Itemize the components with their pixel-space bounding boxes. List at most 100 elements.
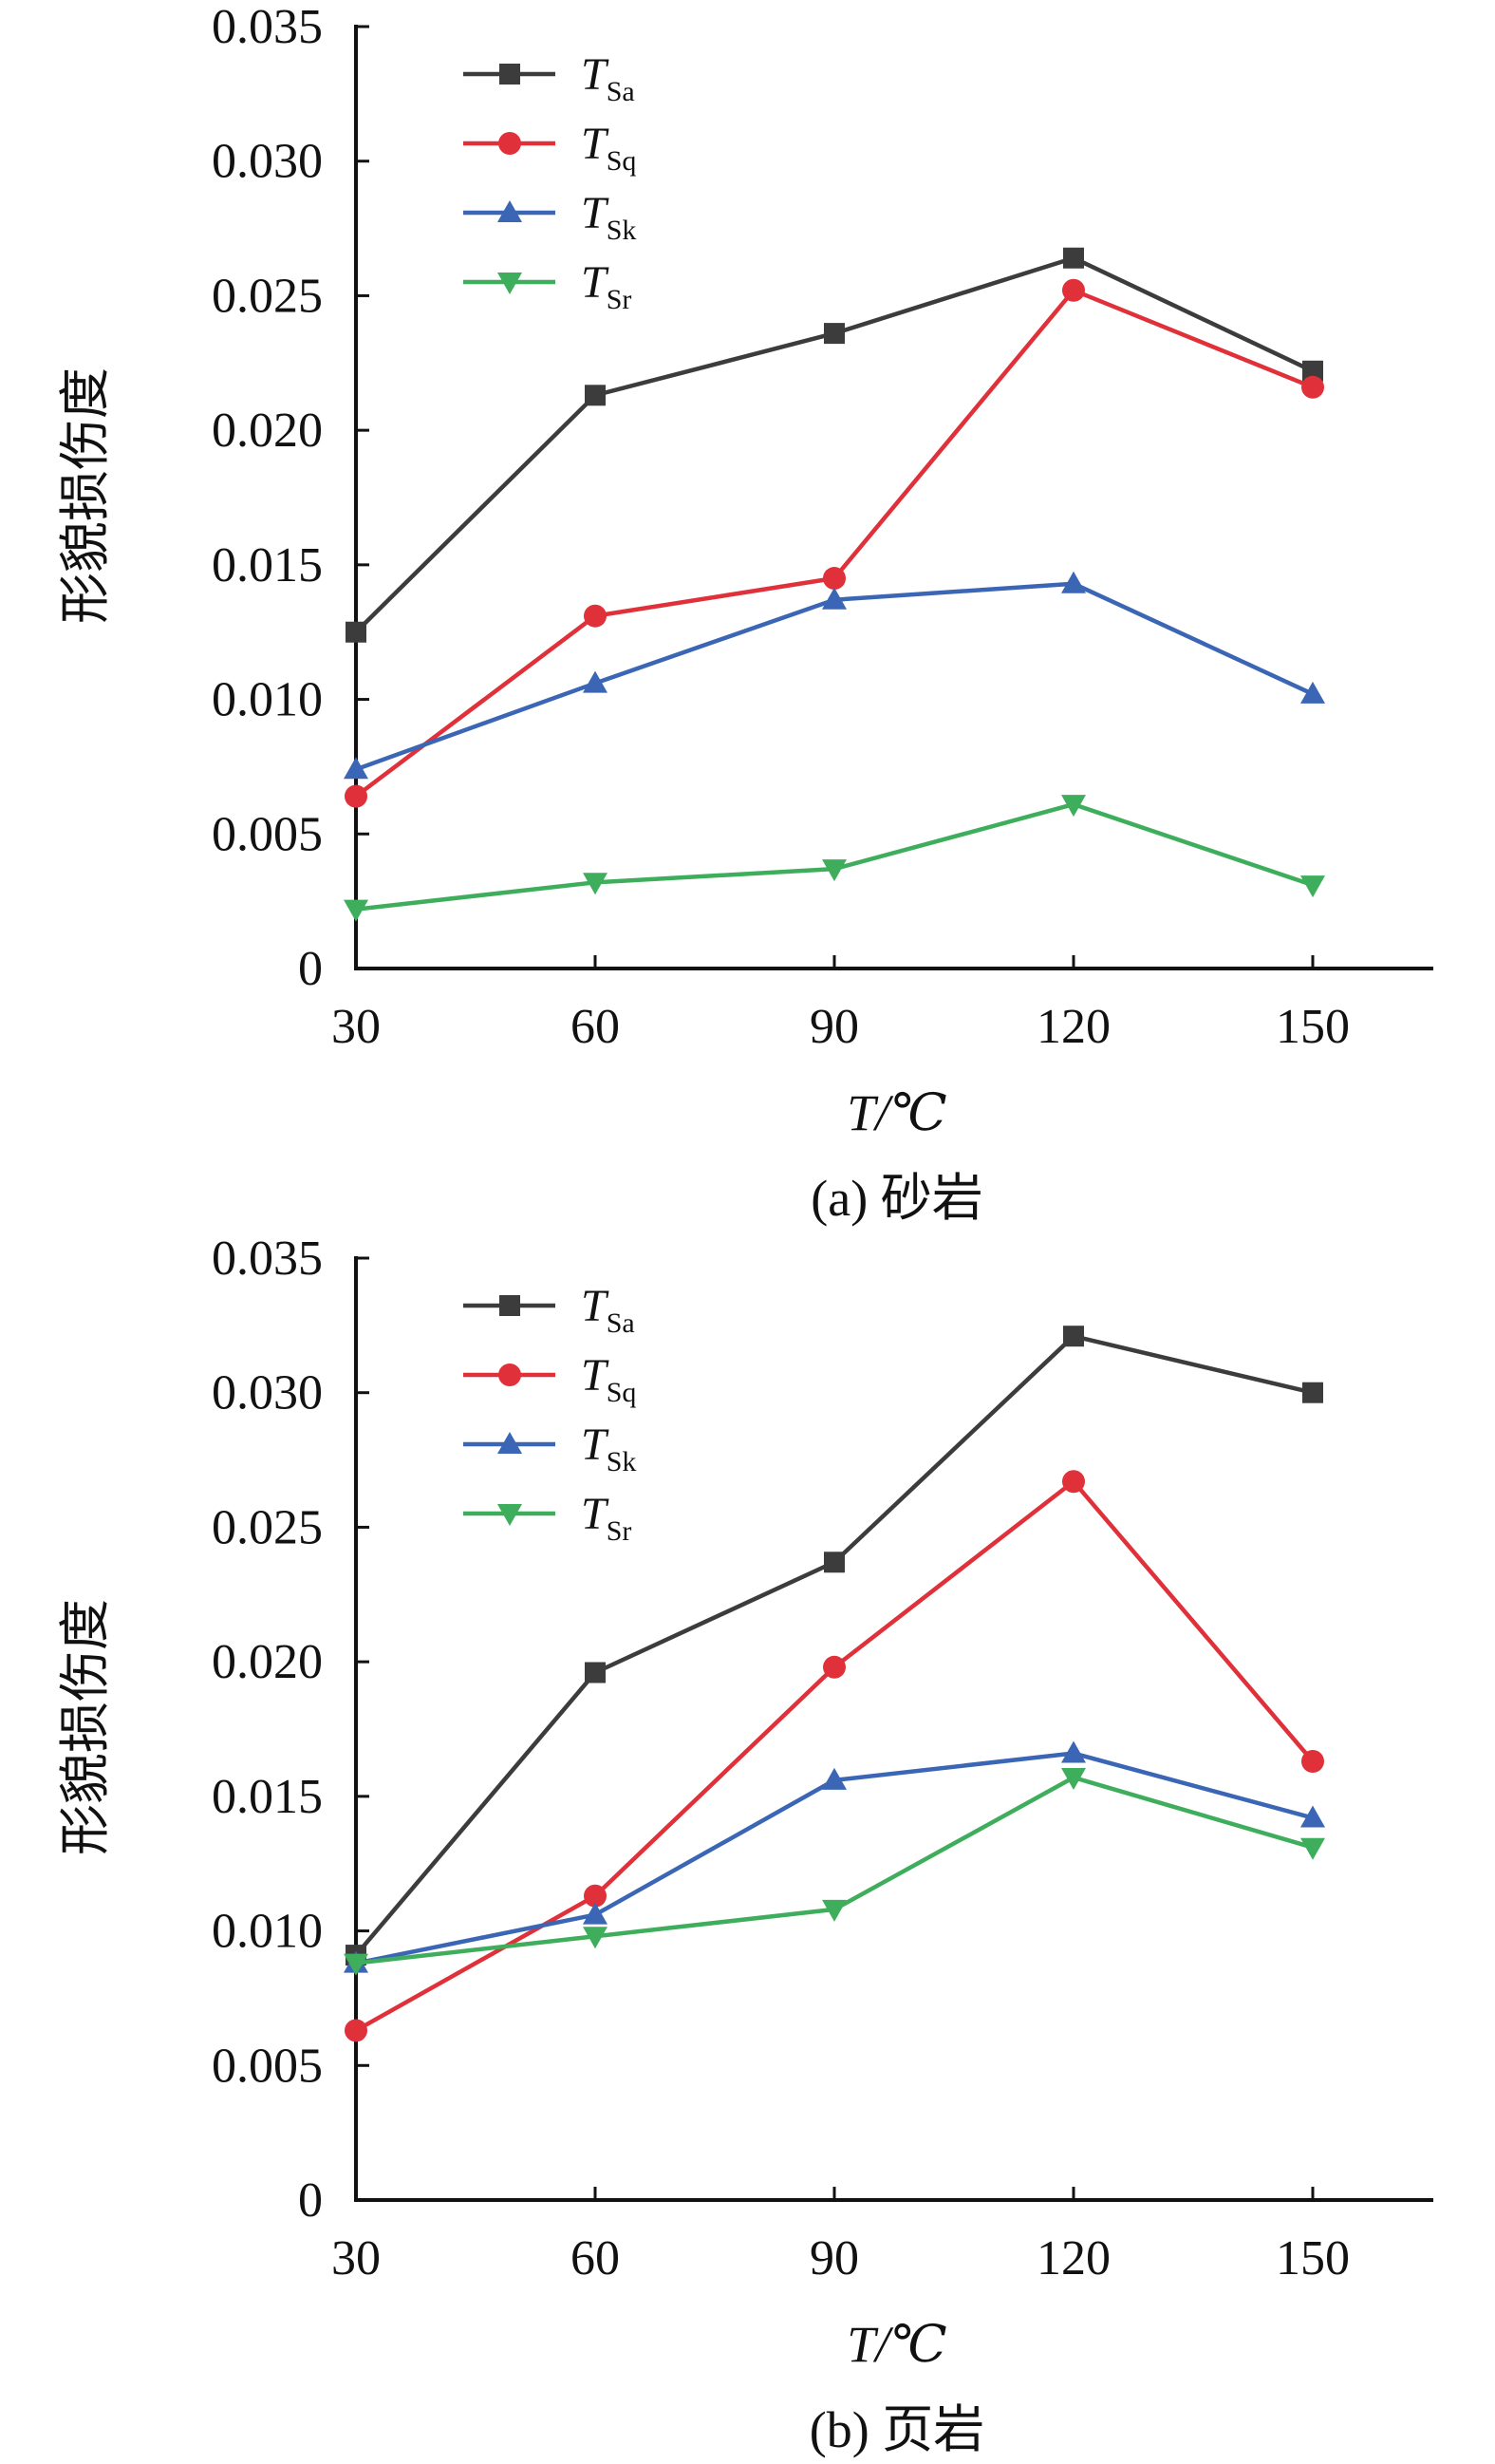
legend-label-sub: Sq [607,145,637,177]
data-point-sr [1300,1837,1325,1860]
series-sr [344,795,1325,922]
data-point-sq [345,784,367,808]
data-point-sa [1063,247,1084,269]
data-point-sa [824,1552,845,1573]
y-tick-label: 0.030 [212,135,323,189]
data-point-sr [1300,875,1325,898]
data-point-sa [824,323,845,345]
y-tick-label: 0.020 [212,404,323,458]
data-point-sa [1302,1382,1323,1403]
legend-label-main: T [581,188,609,238]
x-tick-label: 60 [570,1000,620,1054]
y-tick-label: 0.025 [212,1500,323,1554]
data-point-sr [583,873,607,895]
legend-label-main: T [581,119,609,169]
legend-marker [497,273,522,294]
legend-marker [498,132,521,155]
chart-panel-a: 0 0.005 0.010 0.015 0.020 0.025 0.030 0.035 30 60… [57,0,1433,1227]
y-tick-label: 0.015 [212,1770,323,1824]
data-point-sq [1062,278,1085,302]
legend-label-main: T [581,1281,609,1331]
data-point-sa [346,621,366,643]
y-tick-label: 0.005 [212,807,323,861]
legend-label-sub: Sr [607,1515,632,1547]
legend-label-sub: Sa [607,76,635,107]
y-tick-label: 0.020 [212,1635,323,1689]
legend-marker [499,64,520,85]
legend-label: TSq [581,119,636,177]
data-point-sk [1061,1740,1086,1763]
data-point-sk [1061,571,1086,593]
legend-marker [497,200,522,222]
y-tick-label: 0.005 [212,2039,323,2093]
data-point-sk [822,587,847,610]
x-tick-label: 90 [810,1000,859,1054]
series-sa [346,1326,1323,1966]
series-sk [344,1740,1325,1973]
data-point-sq [1062,1470,1085,1494]
x-tick-label: 120 [1037,2231,1111,2285]
x-tick-label: 60 [570,2231,620,2285]
data-point-sr [822,859,847,882]
data-point-sk [1300,681,1325,704]
data-point-sq [1301,1750,1324,1774]
series-sq [345,278,1324,808]
data-point-sq [584,1884,607,1908]
x-axis-title: T/℃ [847,1084,946,1141]
data-point-sr [344,899,368,922]
data-point-sk [583,1902,607,1925]
series-sa [346,247,1323,643]
legend-marker [498,1364,521,1386]
data-point-sq [1301,375,1324,399]
x-tick-label: 30 [331,2231,381,2285]
series-sr [344,1768,1325,1976]
series-line-sr [355,801,1314,912]
y-tick-label: 0.010 [212,673,323,727]
y-axis-title: 形貌损伤度 [57,367,114,624]
data-point-sk [344,757,368,780]
data-point-sa [1302,360,1323,382]
legend-label-main: T [581,49,609,100]
data-point-sk [1300,1805,1325,1828]
data-point-sq [823,1655,846,1679]
legend-label: TSq [581,1350,636,1408]
legend-label-sub: Sq [607,1377,637,1408]
data-point-sr [583,1927,607,1949]
legend-label: TSr [581,257,631,315]
legend-label-main: T [581,257,609,308]
data-point-sk [822,1767,847,1790]
series-sq [345,1470,1324,2042]
x-tick-label: 150 [1276,1000,1350,1054]
data-point-sq [823,567,846,591]
x-axis-title: T/℃ [847,2316,946,2373]
y-tick-label: 0.010 [212,1905,323,1959]
y-tick-label: 0.015 [212,538,323,592]
y-tick-label: 0.035 [212,1232,323,1286]
x-tick-label: 120 [1037,1000,1111,1054]
series-line-sq [354,288,1314,799]
data-point-sa [1063,1326,1084,1347]
chart-svg-a: 0 0.005 0.010 0.015 0.020 0.025 0.030 0.035 30 60… [57,0,1433,1227]
legend-label-sub: Sk [607,215,637,246]
legend-label-sub: Sr [607,284,632,315]
y-tick-label: 0.025 [212,269,323,323]
y-tick-label: 0.035 [212,0,323,54]
y-tick-label: 0 [298,942,323,996]
data-point-sa [585,385,606,406]
data-point-sr [1061,1768,1086,1791]
data-point-sk [583,670,607,693]
series-line-sa [354,1333,1314,1957]
legend-label-main: T [581,1420,609,1470]
data-point-sr [1061,795,1086,818]
legend-marker [499,1295,520,1316]
legend-label: TSk [581,188,636,246]
legend-label: TSr [581,1489,631,1547]
y-tick-label: 0 [298,2173,323,2228]
legend-label: TSa [581,1281,635,1339]
data-point-sq [345,2019,367,2042]
series-sk [344,571,1325,780]
series-line-sk [355,581,1314,772]
chart-svg-b: 0 0.005 0.010 0.015 0.020 0.025 0.030 0.035 30 60… [57,1232,1433,2458]
chart-panel-b: 0 0.005 0.010 0.015 0.020 0.025 0.030 0.035 30 60… [0,1232,1495,2463]
